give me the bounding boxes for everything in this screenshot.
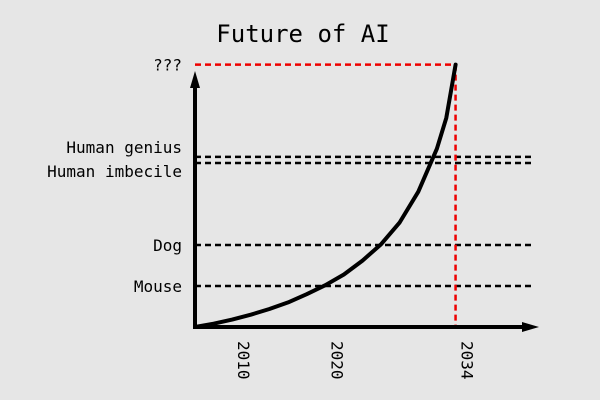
x-tick-label: 2010 <box>234 341 253 380</box>
x-axis-arrowhead <box>522 322 539 332</box>
chart-title: Future of AI <box>216 20 389 48</box>
y-axis-arrowhead <box>190 71 200 88</box>
y-level-label: Human imbecile <box>47 162 182 181</box>
x-tick-label: 2020 <box>327 341 346 380</box>
y-level-label: Dog <box>153 236 182 255</box>
y-level-label: Human genius <box>66 138 182 157</box>
x-tick-label: 2034 <box>458 341 477 380</box>
series-line <box>193 62 458 329</box>
y-level-label: ??? <box>153 56 182 75</box>
y-level-label: Mouse <box>134 277 182 296</box>
